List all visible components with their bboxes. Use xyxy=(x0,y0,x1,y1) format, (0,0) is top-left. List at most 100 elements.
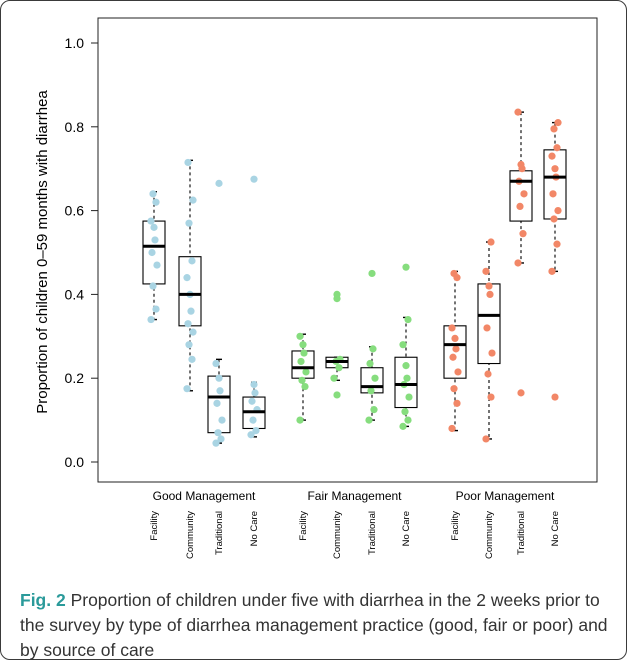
y-tick-label: 0.6 xyxy=(65,203,85,219)
data-point xyxy=(550,215,558,223)
data-point xyxy=(519,230,527,238)
data-point xyxy=(148,248,156,257)
data-point xyxy=(482,267,490,275)
data-point xyxy=(401,408,409,416)
data-point xyxy=(302,368,310,376)
data-point xyxy=(404,315,412,324)
box-good-management-no-care xyxy=(242,175,266,439)
data-point xyxy=(249,416,257,424)
y-axis: 0.0 0.2 0.4 0.6 0.8 1.0 xyxy=(65,35,98,470)
data-point xyxy=(371,374,379,382)
data-point xyxy=(301,382,309,391)
data-point xyxy=(151,236,159,244)
data-point xyxy=(188,355,196,363)
data-point xyxy=(216,387,224,395)
data-point xyxy=(212,359,220,368)
data-point xyxy=(152,198,160,206)
data-point xyxy=(147,217,155,225)
data-point xyxy=(185,341,193,349)
group-labels: Good Management Fair Management Poor Manag… xyxy=(153,489,555,503)
data-point xyxy=(300,349,308,357)
data-point xyxy=(370,406,378,414)
data-point xyxy=(366,359,374,368)
data-point xyxy=(548,152,556,160)
data-point xyxy=(399,422,407,430)
data-point xyxy=(403,374,411,382)
data-point xyxy=(514,108,522,116)
data-point xyxy=(405,393,413,401)
data-point xyxy=(449,353,457,361)
outlier-point xyxy=(333,391,341,399)
y-axis-label: Proportion of children 0–59 months with … xyxy=(34,90,51,414)
data-point xyxy=(483,324,491,332)
category-label: No Care xyxy=(550,511,561,546)
data-point xyxy=(185,219,193,227)
box-fair-management-community xyxy=(325,290,349,399)
data-point xyxy=(367,387,375,395)
category-label: Traditional xyxy=(516,511,527,555)
data-point xyxy=(487,393,495,401)
data-point xyxy=(149,282,157,290)
data-point xyxy=(248,397,256,405)
outlier-point xyxy=(250,175,258,183)
box-good-management-community xyxy=(178,158,202,393)
data-point xyxy=(554,119,562,127)
data-point xyxy=(184,320,192,328)
category-label: Community xyxy=(484,511,495,559)
plot-area xyxy=(97,17,598,483)
data-point xyxy=(404,416,412,424)
data-point xyxy=(296,416,304,424)
data-point xyxy=(212,439,220,447)
data-point xyxy=(452,345,460,353)
data-point xyxy=(549,190,557,198)
data-point xyxy=(399,341,407,349)
category-label: Traditional xyxy=(214,511,225,555)
data-point xyxy=(516,202,524,211)
data-point xyxy=(486,290,494,298)
data-point xyxy=(213,399,221,407)
data-point xyxy=(488,349,496,357)
box-poor-management-no-care xyxy=(543,119,567,401)
category-label: Facility xyxy=(450,511,461,541)
data-point xyxy=(484,370,492,378)
data-point xyxy=(299,341,307,349)
data-point xyxy=(297,357,305,366)
data-point xyxy=(487,238,495,246)
data-point xyxy=(147,315,155,324)
data-point xyxy=(296,332,304,340)
data-point xyxy=(298,376,306,384)
data-point xyxy=(189,328,197,336)
data-point xyxy=(189,196,197,204)
data-point xyxy=(553,144,561,152)
box-series xyxy=(142,108,567,447)
data-point xyxy=(548,267,556,275)
y-tick-label: 0.4 xyxy=(65,286,85,302)
data-point xyxy=(553,240,561,248)
data-point xyxy=(330,374,338,382)
data-point xyxy=(520,190,528,198)
figure-label: Fig. 2 xyxy=(20,590,66,610)
data-point xyxy=(247,431,255,439)
category-label: Traditional xyxy=(367,511,378,555)
data-point xyxy=(453,399,461,407)
outlier-point xyxy=(517,389,525,397)
data-point xyxy=(402,362,410,370)
data-point xyxy=(250,380,258,389)
caption-text: Proportion of children under five with d… xyxy=(20,590,608,660)
data-point xyxy=(448,424,456,433)
outlier-point xyxy=(551,393,559,401)
box-good-management-traditional xyxy=(207,179,231,447)
data-point xyxy=(448,324,456,332)
data-point xyxy=(183,385,191,393)
data-point xyxy=(451,334,459,342)
group-label: Fair Management xyxy=(307,489,402,503)
data-point xyxy=(450,385,458,393)
outlier-point xyxy=(402,263,410,271)
y-tick-label: 0.8 xyxy=(65,119,85,135)
data-point xyxy=(150,223,158,231)
box-fair-management-traditional xyxy=(360,269,384,424)
data-point xyxy=(454,368,462,376)
y-tick-label: 0.0 xyxy=(65,454,85,470)
figure-caption: Fig. 2 Proportion of children under five… xyxy=(20,588,615,663)
